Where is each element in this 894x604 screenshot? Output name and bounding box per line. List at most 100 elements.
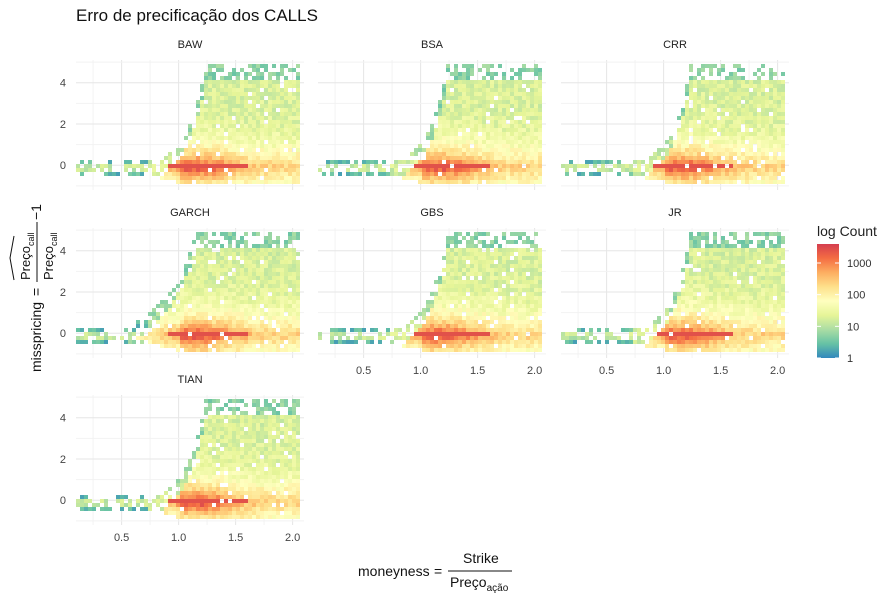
heat-cell bbox=[470, 100, 474, 104]
heat-cell bbox=[757, 172, 761, 176]
heat-cell bbox=[522, 168, 526, 172]
heat-cell bbox=[264, 172, 268, 176]
heat-cell bbox=[709, 132, 713, 136]
heat-cell bbox=[518, 172, 522, 176]
heat-cell bbox=[490, 308, 494, 312]
heat-cell bbox=[184, 348, 188, 352]
heat-cell bbox=[494, 144, 498, 148]
heat-cell bbox=[777, 128, 781, 132]
heat-cell bbox=[506, 172, 510, 176]
heat-cell bbox=[442, 140, 446, 144]
heat-cell bbox=[526, 140, 530, 144]
heat-cell bbox=[454, 304, 458, 308]
heat-cell bbox=[80, 160, 84, 164]
chart-title: Erro de precificação dos CALLS bbox=[76, 6, 318, 25]
heat-cell bbox=[264, 316, 268, 320]
heat-cell bbox=[288, 96, 292, 100]
heat-cell bbox=[168, 172, 172, 176]
heat-cell bbox=[761, 332, 765, 336]
heat-cell bbox=[526, 80, 530, 84]
heat-cell bbox=[104, 172, 108, 176]
heat-cell bbox=[721, 292, 725, 296]
heat-cell bbox=[669, 348, 673, 352]
heat-cell bbox=[228, 268, 232, 272]
heat-cell bbox=[330, 168, 334, 172]
heat-cell bbox=[709, 108, 713, 112]
heat-cell bbox=[713, 320, 717, 324]
heat-cell bbox=[442, 164, 446, 168]
heat-cell bbox=[530, 84, 534, 88]
heat-cell bbox=[769, 148, 773, 152]
heat-cell bbox=[625, 164, 629, 168]
heat-cell bbox=[741, 172, 745, 176]
heat-cell bbox=[462, 336, 466, 340]
heat-cell bbox=[438, 108, 442, 112]
heat-cell bbox=[689, 96, 693, 100]
heat-cell bbox=[470, 264, 474, 268]
heat-cell bbox=[212, 276, 216, 280]
heat-cell bbox=[184, 320, 188, 324]
heat-cell bbox=[292, 160, 296, 164]
heat-cell bbox=[228, 312, 232, 316]
heat-cell bbox=[244, 316, 248, 320]
heat-cell bbox=[769, 132, 773, 136]
heat-cell bbox=[208, 348, 212, 352]
heat-cell bbox=[284, 84, 288, 88]
heat-cell bbox=[498, 172, 502, 176]
heat-cell bbox=[458, 260, 462, 264]
heat-cell bbox=[276, 244, 280, 248]
heat-cell bbox=[506, 80, 510, 84]
heat-cell bbox=[482, 316, 486, 320]
heat-cell bbox=[462, 156, 466, 160]
heat-cell bbox=[526, 336, 530, 340]
heat-cell bbox=[268, 128, 272, 132]
heat-cell bbox=[538, 104, 542, 108]
heat-cell bbox=[653, 152, 657, 156]
heat-cell bbox=[733, 260, 737, 264]
heat-cell bbox=[252, 248, 256, 252]
heat-cell bbox=[534, 312, 538, 316]
heat-cell bbox=[721, 148, 725, 152]
heat-cell bbox=[709, 164, 713, 168]
heat-cell bbox=[80, 503, 84, 507]
heat-cell bbox=[442, 100, 446, 104]
heat-cell bbox=[506, 112, 510, 116]
heat-cell bbox=[164, 300, 168, 304]
heat-cell bbox=[466, 112, 470, 116]
heat-cell bbox=[292, 124, 296, 128]
heat-cell bbox=[434, 280, 438, 284]
heat-cell bbox=[366, 336, 370, 340]
heat-cell bbox=[268, 132, 272, 136]
heat-cell bbox=[721, 260, 725, 264]
heat-cell bbox=[224, 320, 228, 324]
heat-cell bbox=[697, 152, 701, 156]
heat-cell bbox=[701, 264, 705, 268]
heat-cell bbox=[292, 144, 296, 148]
heat-cell bbox=[673, 344, 677, 348]
heat-cell bbox=[216, 136, 220, 140]
heat-cell bbox=[228, 280, 232, 284]
heat-cell bbox=[454, 308, 458, 312]
heat-cell bbox=[192, 256, 196, 260]
heat-cell bbox=[689, 260, 693, 264]
heat-cell bbox=[697, 248, 701, 252]
heat-cell bbox=[296, 72, 300, 76]
heat-cell bbox=[232, 108, 236, 112]
heat-cell bbox=[200, 144, 204, 148]
heat-cell bbox=[296, 92, 300, 96]
heat-cell bbox=[522, 100, 526, 104]
heat-cell bbox=[781, 160, 785, 164]
heat-cell bbox=[653, 176, 657, 180]
heat-cell bbox=[661, 160, 665, 164]
heat-cell bbox=[689, 328, 693, 332]
heat-cell bbox=[284, 112, 288, 116]
heat-cell bbox=[466, 64, 470, 68]
heat-cell bbox=[502, 92, 506, 96]
heat-cell bbox=[208, 108, 212, 112]
heat-cell bbox=[530, 176, 534, 180]
heat-cell bbox=[697, 264, 701, 268]
heat-cell bbox=[653, 164, 657, 168]
heat-cell bbox=[769, 108, 773, 112]
heat-cell bbox=[657, 176, 661, 180]
